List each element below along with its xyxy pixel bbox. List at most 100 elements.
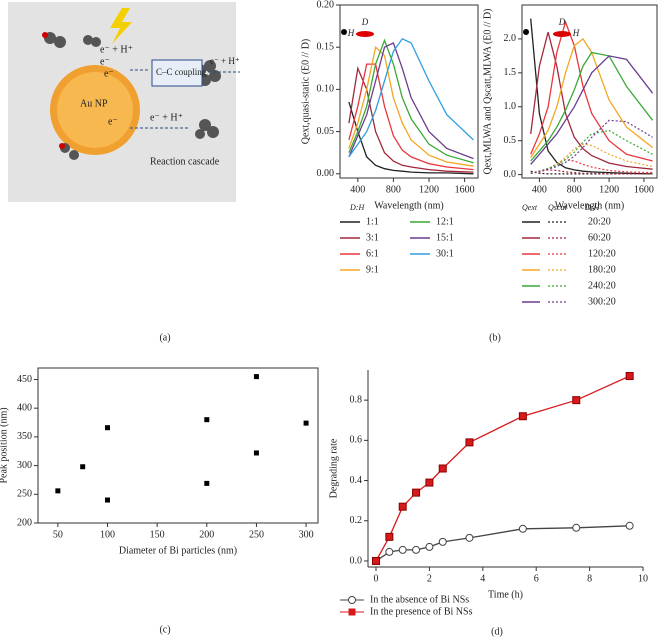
- diagram-label: e⁻ + H⁺: [210, 56, 240, 66]
- arrows: [130, 69, 240, 129]
- point: [438, 537, 447, 546]
- x-axis-label: Time (h): [488, 589, 523, 600]
- series-line: [348, 37, 474, 158]
- point: [204, 417, 210, 423]
- point: [253, 374, 259, 380]
- point: [425, 542, 434, 551]
- y-tick-label: 0.00: [317, 168, 335, 179]
- series-line: [530, 18, 653, 175]
- lightning: [110, 8, 132, 44]
- inset-label: H: [347, 28, 355, 38]
- series-line: [348, 45, 474, 167]
- legend-label: 180:20: [588, 264, 616, 275]
- y-tick-label: 0.05: [317, 126, 335, 137]
- plot-frame: [339, 4, 479, 179]
- point: [80, 464, 86, 470]
- diagram-label: e⁻ + H⁺: [150, 112, 183, 123]
- point: [412, 488, 421, 497]
- y-tick-label: 0.8: [350, 394, 363, 405]
- diagram-a: e⁻ + H⁺ e⁻ e⁻ Au NP e⁻ C–C coupling e⁻ +…: [8, 2, 240, 202]
- x-tick-label: 800: [567, 184, 582, 195]
- y-tick-label: 2.0: [504, 33, 517, 44]
- legend-header: Qscat: [548, 203, 567, 212]
- diagram-label: e⁻ + H⁺: [100, 44, 133, 55]
- point: [425, 478, 434, 487]
- plot-frame: [37, 367, 319, 524]
- series-line: [375, 375, 630, 562]
- y-tick-label: 0.15: [317, 41, 335, 52]
- series-line: [375, 525, 630, 562]
- inset-dot: [523, 29, 529, 35]
- legend-label: 240:20: [588, 280, 616, 291]
- inset-label: H: [572, 28, 580, 38]
- point: [105, 497, 111, 503]
- x-tick-label: 1200: [419, 184, 439, 195]
- inset-particle: [356, 31, 374, 37]
- diagram-label: Au NP: [80, 98, 108, 109]
- legend-title: D:H: [349, 203, 365, 212]
- x-tick-label: 8: [587, 573, 592, 584]
- y-tick-label: 0.10: [317, 84, 335, 95]
- series-line: [530, 51, 654, 162]
- series-line: [530, 37, 654, 158]
- series-line: [348, 65, 474, 173]
- inset-particle: [553, 31, 571, 37]
- diagram-label: Reaction cascade: [150, 156, 220, 167]
- point: [55, 488, 61, 494]
- legend-label: 20:20: [588, 216, 611, 227]
- legend-header: Qext: [522, 203, 538, 212]
- point: [105, 425, 111, 431]
- legend-label: 9:1: [366, 264, 379, 275]
- legend-marker: [348, 608, 356, 616]
- x-tick-label: 50: [53, 529, 63, 540]
- x-tick-label: 800: [386, 184, 401, 195]
- y-axis-label: Peak position (nm): [0, 407, 9, 483]
- point: [385, 532, 394, 541]
- panel-label: (d): [491, 626, 503, 637]
- point: [398, 545, 407, 554]
- series-line: [348, 42, 474, 160]
- coupling-box: [151, 59, 203, 87]
- legend-label: 12:1: [436, 216, 454, 227]
- point: [518, 412, 527, 421]
- panel-label: (a): [159, 332, 170, 343]
- inset-label: D: [361, 17, 369, 27]
- y-tick-label: 0.5: [504, 135, 517, 146]
- y-tick-label: 450: [17, 374, 32, 385]
- x-axis-label: Wavelength (nm): [555, 200, 624, 211]
- x-tick-label: 1600: [455, 184, 475, 195]
- x-tick-label: 150: [150, 529, 165, 540]
- y-tick-label: 400: [17, 402, 32, 413]
- x-tick-label: 100: [100, 529, 115, 540]
- legend-label: 60:20: [588, 232, 611, 243]
- legend-label: 120:20: [588, 248, 616, 259]
- y-tick-label: 1.5: [504, 67, 517, 78]
- point: [465, 533, 474, 542]
- inset-dot: [341, 29, 347, 35]
- legend-marker: [348, 596, 356, 604]
- point: [398, 502, 407, 511]
- nanoparticle-core: [57, 72, 133, 148]
- x-tick-label: 400: [532, 184, 547, 195]
- x-tick-label: 200: [199, 529, 214, 540]
- y-tick-label: 0.20: [317, 0, 335, 10]
- x-tick-label: 400: [350, 184, 365, 195]
- y-axis-label: Degrading rate: [328, 438, 339, 498]
- legend-label: 1:1: [366, 216, 379, 227]
- point: [372, 556, 381, 565]
- diagram-label: C–C coupling: [156, 67, 207, 77]
- y-tick-label: 0.0: [504, 169, 517, 180]
- y-tick-label: 250: [17, 489, 32, 500]
- x-tick-label: 2: [427, 573, 432, 584]
- scat-line: [530, 129, 653, 174]
- x-tick-label: 1200: [599, 184, 619, 195]
- series-line: [348, 101, 474, 175]
- legend-header: D:H: [584, 203, 600, 212]
- point: [253, 450, 259, 456]
- point: [412, 545, 421, 554]
- legend-label: 300:20: [588, 296, 616, 307]
- legend-label: In the absence of Bi NSs: [370, 594, 469, 605]
- legend-label: In the presence of Bi NSs: [370, 606, 473, 617]
- y-tick-label: 0.6: [350, 435, 363, 446]
